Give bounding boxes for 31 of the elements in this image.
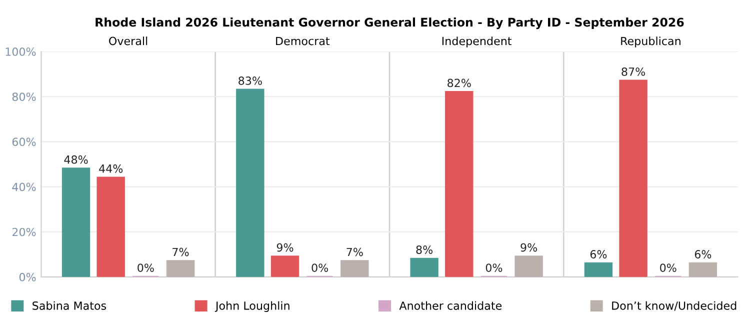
y-tick-label: 0%: [19, 272, 36, 282]
data-label: 8%: [416, 246, 433, 254]
data-label: 48%: [64, 155, 88, 164]
data-label: 87%: [622, 67, 646, 76]
data-label: 82%: [448, 78, 471, 88]
data-label: 7%: [346, 248, 363, 256]
legend-label: Sabina Matos: [32, 301, 106, 310]
y-tick-label: 60%: [12, 138, 36, 146]
data-label: 9%: [276, 243, 294, 252]
data-label: 44%: [99, 164, 123, 173]
y-tick-label: 80%: [12, 92, 36, 101]
legend-label: John Loughlin: [214, 301, 290, 312]
x-tick-label: Democrat: [276, 36, 330, 46]
chart-title: Rhode Island 2026 Lieutenant Governor General Election - By Party ID - September 2026: [96, 18, 684, 30]
x-tick-label: Overall: [109, 36, 148, 46]
y-tick-label: 20%: [12, 228, 36, 236]
data-label: 83%: [238, 76, 262, 85]
data-label: 9%: [520, 243, 537, 252]
data-label: 0%: [660, 264, 676, 272]
legend-label: Don’t know/Undecided: [612, 301, 736, 311]
data-label: 6%: [694, 250, 712, 258]
data-label: 0%: [312, 264, 328, 272]
x-tick-label: Republican: [621, 36, 680, 48]
y-tick-label: 40%: [12, 182, 36, 192]
legend-label: Another candidate: [399, 301, 502, 310]
data-label: 7%: [172, 248, 189, 256]
data-label: 0%: [486, 264, 502, 272]
y-tick-label: 100%: [6, 47, 36, 56]
data-label: 0%: [138, 264, 154, 272]
data-label: 6%: [590, 250, 607, 258]
x-tick-label: Independent: [442, 36, 512, 48]
